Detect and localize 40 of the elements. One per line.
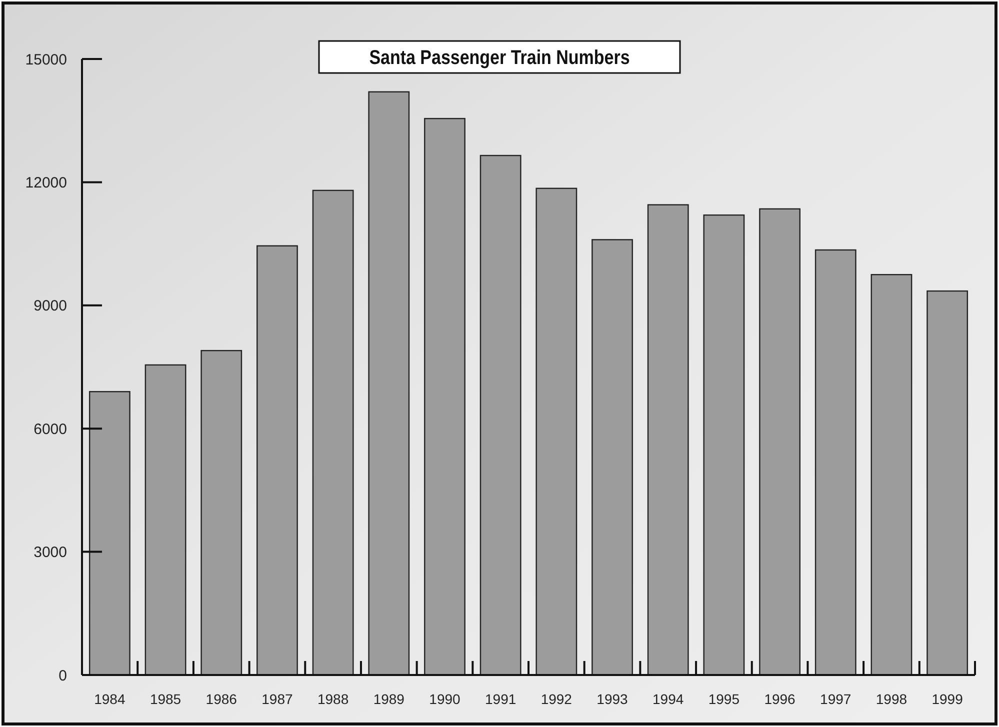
- bar: [256, 245, 298, 676]
- x-tick-label: 1996: [764, 691, 796, 707]
- y-tick-label: 6000: [34, 420, 67, 438]
- bar: [480, 154, 522, 676]
- x-tick-label: 1999: [932, 691, 964, 707]
- bar: [88, 391, 130, 676]
- bar: [926, 290, 968, 676]
- x-tick-label: 1986: [206, 691, 238, 707]
- x-tick-label: 1993: [596, 691, 628, 707]
- y-tick-label: 3000: [34, 544, 67, 562]
- y-tick-label: 15000: [25, 51, 67, 68]
- x-tick-label: 1987: [262, 691, 293, 707]
- x-tick-label: 1997: [820, 691, 852, 707]
- x-tick-label: 1995: [708, 691, 740, 707]
- x-tick-label: 1990: [429, 691, 461, 707]
- chart-title: Santa Passenger Train Numbers: [369, 46, 630, 68]
- x-tick-label: 1988: [317, 691, 349, 707]
- bar: [870, 274, 912, 676]
- x-tick-label: 1989: [373, 691, 405, 707]
- bar: [703, 214, 745, 676]
- bar: [759, 208, 800, 676]
- x-tick-label: 1991: [485, 691, 516, 707]
- y-tick-label: 0: [58, 667, 67, 684]
- bar: [424, 118, 466, 676]
- x-tick-label: 1992: [540, 691, 572, 707]
- y-tick-label: 12000: [25, 174, 67, 192]
- bar: [647, 204, 689, 676]
- x-tick-label: 1998: [876, 691, 908, 707]
- x-tick-label: 1994: [652, 691, 684, 707]
- bar: [312, 190, 354, 676]
- bar: [144, 364, 186, 676]
- bar: [200, 350, 242, 676]
- y-tick-label: 9000: [34, 298, 67, 315]
- bar: [592, 239, 633, 676]
- bar: [536, 188, 578, 676]
- bar: [368, 91, 410, 676]
- bar: [814, 249, 856, 676]
- x-tick-label: 1985: [150, 691, 182, 707]
- title-box: Santa Passenger Train Numbers: [318, 40, 681, 74]
- x-tick-label: 1984: [94, 691, 126, 707]
